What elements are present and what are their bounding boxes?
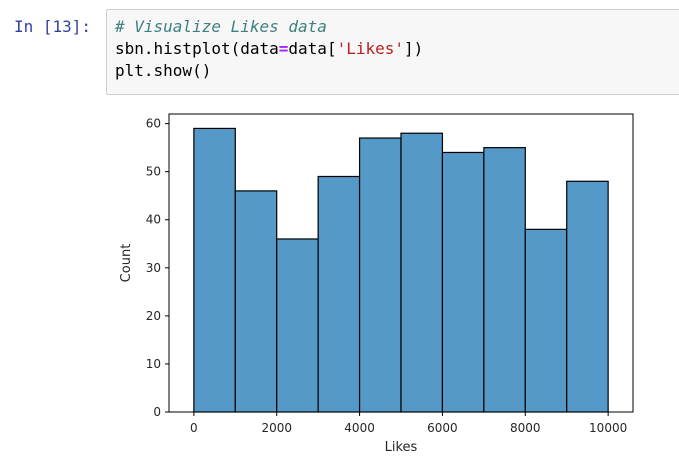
y-tick-label: 60 xyxy=(146,117,161,131)
bars-group xyxy=(193,127,609,413)
y-tick-label: 50 xyxy=(146,165,161,179)
y-tick-label: 40 xyxy=(146,213,161,227)
input-prompt: In [13]: xyxy=(14,17,92,36)
code-operator: = xyxy=(278,39,289,58)
x-tick-label: 2000 xyxy=(261,421,292,435)
code-close: ]) xyxy=(404,39,424,58)
axes-frame xyxy=(168,113,634,413)
histogram-bar xyxy=(193,127,236,413)
code-comment: # Visualize Likes data xyxy=(115,17,327,36)
histogram-bar xyxy=(441,151,485,413)
code-editor[interactable]: # Visualize Likes data sbn.histplot(data… xyxy=(115,16,423,82)
histogram-bar xyxy=(566,180,609,413)
y-tick-label: 30 xyxy=(146,261,161,275)
histogram-bar xyxy=(358,137,402,413)
x-tick-label: 10000 xyxy=(589,421,627,435)
histogram-bar xyxy=(276,238,319,413)
histogram-bar xyxy=(234,190,278,413)
histogram-bar xyxy=(317,175,361,413)
y-ticks: 0 10 20 30 40 50 60 xyxy=(146,117,169,419)
y-tick-label: 0 xyxy=(153,405,161,419)
x-tick-label: 4000 xyxy=(344,421,375,435)
code-input-area[interactable]: # Visualize Likes data sbn.histplot(data… xyxy=(106,9,679,95)
x-ticks: 0 2000 4000 6000 8000 10000 xyxy=(190,412,627,435)
y-axis-label: Count xyxy=(119,244,134,283)
code-arg: data[ xyxy=(288,39,337,58)
histogram-bar xyxy=(400,132,444,413)
histogram-chart: 0 2000 4000 6000 8000 10000 0 10 20 30 40 50 60 Lik… xyxy=(119,113,634,455)
histogram-bar xyxy=(483,147,526,413)
x-tick-label: 6000 xyxy=(427,421,458,435)
y-tick-label: 10 xyxy=(146,357,161,371)
x-axis-label: Likes xyxy=(385,440,418,455)
y-tick-label: 20 xyxy=(146,309,161,323)
x-tick-label: 0 xyxy=(190,421,198,435)
x-tick-label: 8000 xyxy=(510,421,541,435)
code-call: sbn.histplot(data xyxy=(115,39,279,58)
output-area: 0 2000 4000 6000 8000 10000 0 10 20 30 40 50 60 Lik… xyxy=(106,100,679,469)
code-show-call: plt.show() xyxy=(115,61,212,80)
histogram-bar xyxy=(524,228,568,413)
code-string: 'Likes' xyxy=(336,39,405,58)
